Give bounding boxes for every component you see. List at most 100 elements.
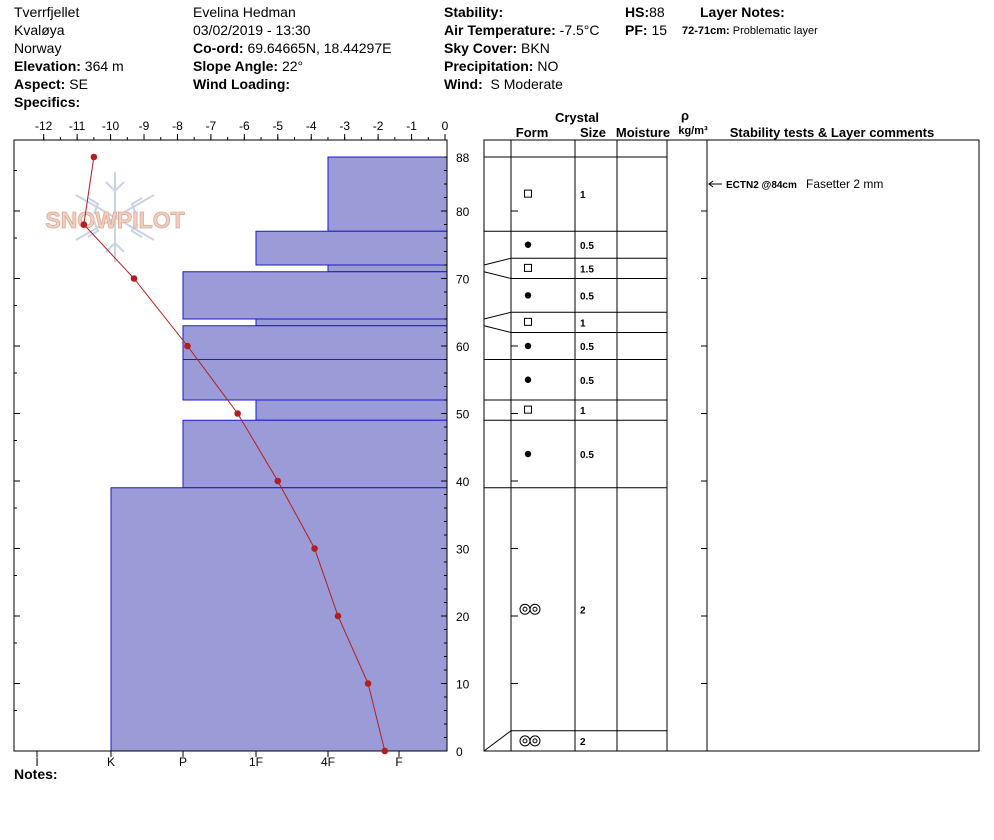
header-hs-block: HS:88 PF: 15	[625, 3, 667, 39]
layer-connector	[483, 271, 512, 279]
arrow-head-icon	[708, 180, 714, 188]
rounded-grain-icon	[524, 241, 532, 248]
layer-connector	[483, 311, 512, 320]
temperature-point	[381, 747, 389, 755]
temperature-line	[83, 156, 386, 752]
header-moisture: Moisture	[616, 125, 670, 140]
header-form: Form	[516, 125, 549, 140]
temp-tick-label: -11	[69, 119, 86, 133]
header-comments: Stability tests & Layer comments	[730, 125, 934, 140]
grain-size: 0.5	[580, 241, 594, 252]
header-weather-block: Stability: Air Temperature: -7.5°C Sky C…	[444, 3, 600, 93]
header-rho: ρ	[681, 108, 689, 123]
slope-angle: Slope Angle: 22°	[193, 58, 304, 74]
grain-size: 2	[580, 737, 586, 748]
height-tick-label: 10	[456, 678, 470, 692]
rounded-polycrystal-icon	[529, 603, 541, 615]
rounded-grain-icon	[524, 450, 532, 458]
temperature-point	[364, 680, 372, 687]
elevation: Elevation: 364 m	[14, 58, 124, 74]
grain-size: 0.5	[580, 450, 594, 461]
layer-connector	[483, 325, 512, 333]
notes: Notes:	[14, 766, 58, 782]
sky-cover: Sky Cover: BKN	[444, 40, 550, 56]
grain-size: 1.5	[580, 264, 594, 275]
height-tick-label: 40	[456, 475, 470, 489]
temp-tick-label: -5	[272, 119, 283, 133]
hardness-bar	[182, 419, 448, 489]
height-tick-label: 88	[456, 151, 470, 165]
temp-tick-label: -6	[239, 119, 250, 133]
hardness-tick-label: F	[395, 755, 402, 769]
grain-size: 1	[580, 318, 586, 329]
rounded-grain-icon	[524, 376, 532, 383]
layer-notes-title: Layer Notes:	[700, 4, 785, 20]
rounded-polycrystal-icon	[519, 735, 531, 747]
rounded-grain-icon	[524, 292, 532, 299]
rounded-polycrystal-icon	[532, 738, 538, 744]
hardness-tick-label: 1F	[249, 755, 263, 769]
stability: Stability:	[444, 4, 504, 20]
height-tick-label: 80	[456, 205, 470, 219]
rounded-polycrystal-icon	[522, 738, 528, 744]
temperature-point	[130, 275, 138, 282]
hardness-bar	[182, 325, 448, 360]
header-left-block: Tverrfjellet Kvaløya Norway Elevation: 3…	[14, 3, 124, 111]
hardness-bar	[255, 318, 448, 327]
rounded-polycrystal-icon	[532, 606, 538, 612]
temperature-point	[80, 221, 88, 228]
country: Norway	[14, 40, 62, 56]
air-temperature: Air Temperature: -7.5°C	[444, 22, 600, 38]
rounded-polycrystal-icon	[529, 735, 541, 747]
temperature-point	[334, 612, 342, 620]
grain-size: 2	[580, 605, 586, 616]
height-tick-label: 50	[456, 408, 470, 422]
temp-tick-label: -3	[339, 119, 350, 133]
layer-connector	[483, 730, 512, 752]
aspect: Aspect: SE	[14, 76, 88, 92]
temperature-point	[90, 153, 98, 161]
datetime: 03/02/2019 - 13:30	[193, 22, 311, 38]
observer: Evelina Hedman	[193, 4, 296, 20]
penetration-foot: PF: 15	[625, 22, 668, 38]
temp-tick-label: -2	[373, 119, 384, 133]
height-tick-label: 60	[456, 340, 470, 354]
temperature-point	[311, 545, 318, 552]
faceted-crystal-icon	[524, 263, 532, 272]
height-tick-label: 20	[456, 610, 470, 624]
grain-size: 0.5	[580, 376, 594, 387]
hardness-tick-label: I	[35, 755, 38, 769]
watermark-text: SNOWPILOT	[45, 207, 184, 233]
grain-size: 0.5	[580, 291, 594, 302]
table-frame	[483, 139, 980, 752]
stability-test-comment: Fasetter 2 mm	[806, 177, 883, 191]
stability-test-label: ECTN2 @84cm	[726, 180, 797, 191]
temp-tick-label: -8	[172, 119, 183, 133]
layer-connector	[483, 257, 512, 266]
hardness-bar	[182, 359, 448, 401]
left-chart-frame	[13, 139, 448, 752]
faceted-crystal-icon	[524, 405, 532, 414]
height-tick-label: 30	[456, 543, 470, 557]
precipitation: Precipitation: NO	[444, 58, 559, 74]
header-density-unit: kg/m³	[678, 125, 708, 137]
temperature-point	[274, 477, 282, 485]
hardness-bar	[255, 230, 448, 266]
layer-note: 72-71cm: Problematic layer	[682, 25, 818, 37]
grain-size: 1	[580, 190, 586, 201]
rounded-polycrystal-icon	[519, 603, 531, 615]
temperature-point	[184, 342, 191, 350]
location: Tverrfjellet	[14, 4, 80, 20]
hardness-bar	[327, 156, 448, 232]
height-tick-label: 0	[456, 745, 463, 759]
wind-loading: Wind Loading:	[193, 76, 291, 92]
temp-tick-label: -9	[139, 119, 150, 133]
grain-size: 1	[580, 406, 586, 417]
temp-tick-label: -10	[102, 119, 120, 133]
temp-tick-label: 0	[442, 119, 449, 133]
snowpilot-watermark: SNOWPILOT	[45, 172, 185, 262]
faceted-crystal-icon	[524, 189, 532, 198]
coordinates: Co-ord: 69.64665N, 18.44297E	[193, 40, 392, 56]
temp-tick-label: -7	[206, 119, 217, 133]
